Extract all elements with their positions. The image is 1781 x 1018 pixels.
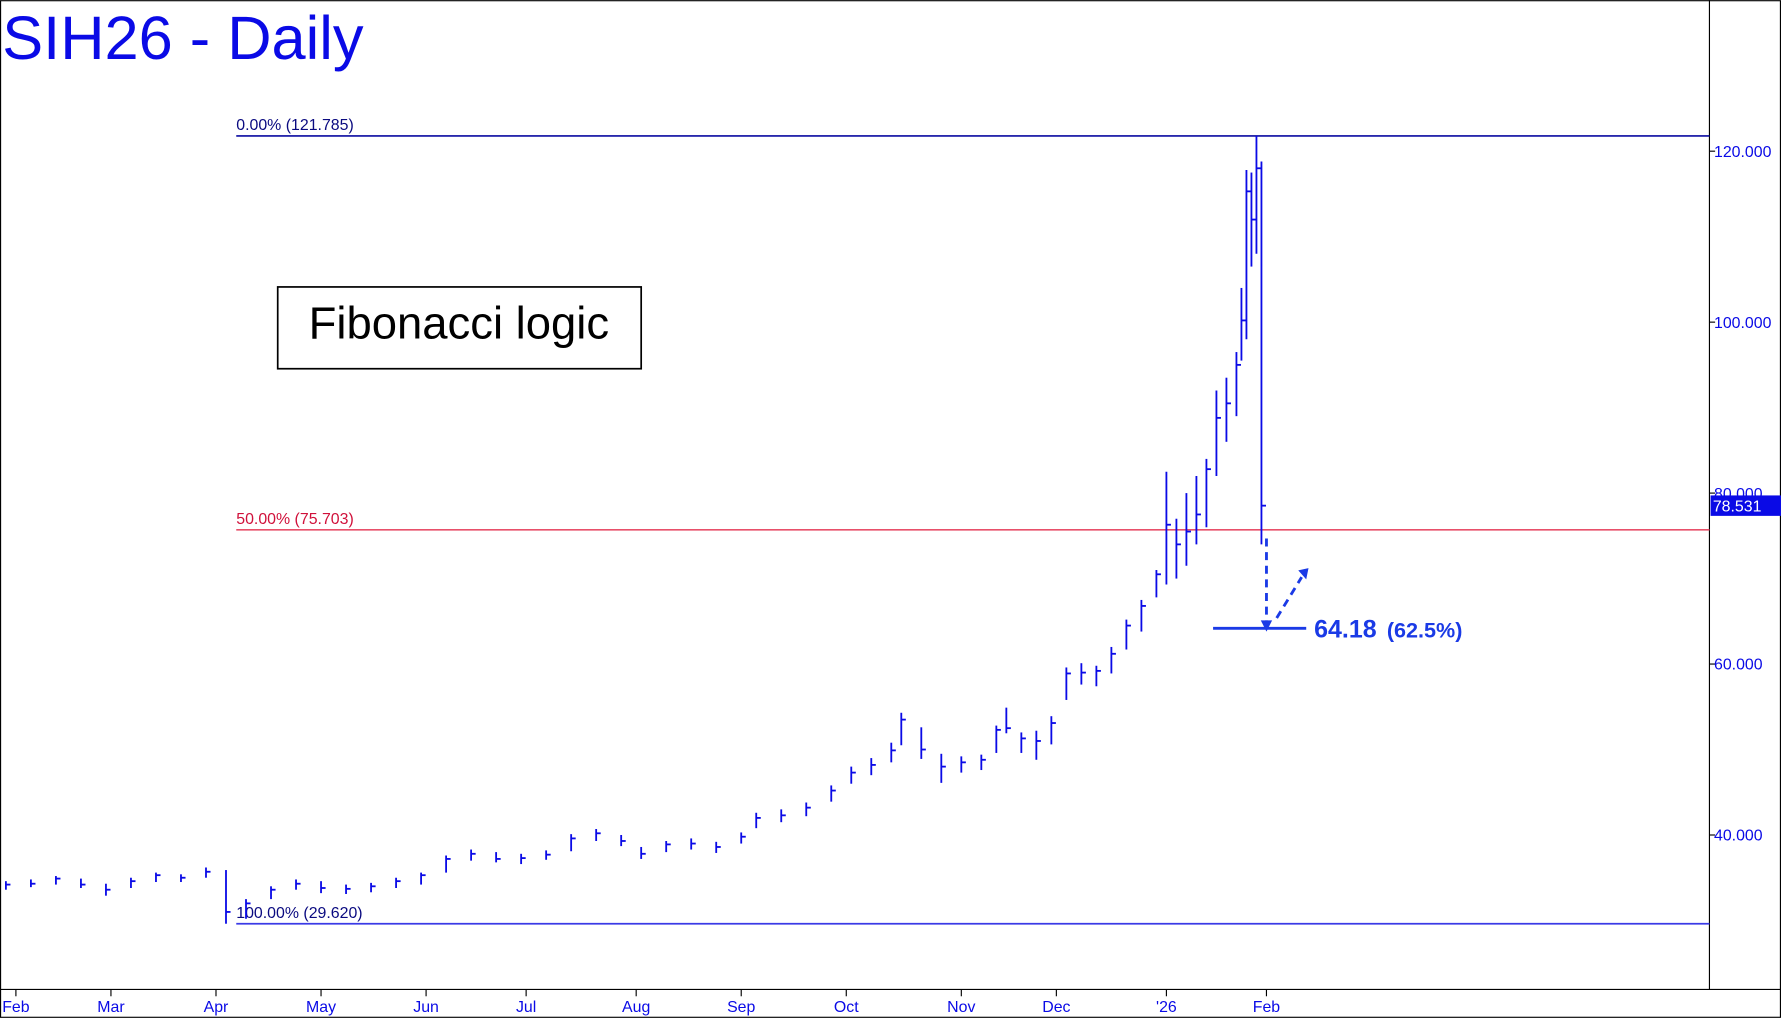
y-tick-label: 60.000	[1714, 657, 1763, 674]
x-tick-label: Nov	[947, 999, 975, 1016]
x-tick-label: Apr	[204, 999, 229, 1016]
last-price-label: 78.531	[1713, 498, 1762, 515]
x-tick-label: Oct	[834, 999, 859, 1016]
note: Fibonacci logic	[309, 298, 609, 349]
note-box	[276, 286, 643, 370]
arrows	[1265, 538, 1303, 623]
arrow-head	[1260, 620, 1273, 632]
y-tick-label: 40.000	[1714, 828, 1763, 845]
x-tick-label: Sep	[727, 999, 755, 1016]
last-price-box	[1710, 495, 1781, 516]
target-value: 64.18	[1314, 615, 1377, 643]
x-tick-label: Jun	[413, 999, 439, 1016]
fib-label: 0.00% (121.785)	[236, 117, 353, 134]
fib-label: 50.00% (75.703)	[236, 511, 353, 528]
x-tick-label: Mar	[97, 999, 125, 1016]
y-tick-label: 120.000	[1714, 144, 1772, 161]
fib-label: 100.00% (29.620)	[236, 905, 362, 922]
y-tick-label: 100.000	[1714, 315, 1772, 332]
x-tick-label: '26	[1156, 999, 1177, 1016]
arrow-head	[1298, 568, 1309, 580]
x-tick-label: Feb	[2, 999, 30, 1016]
x-tick-label: Aug	[622, 999, 650, 1016]
x-tick-label: Dec	[1042, 999, 1070, 1016]
target-pct: (62.5%)	[1387, 617, 1463, 642]
x-tick-label: Feb	[1253, 999, 1281, 1016]
x-tick-label: Jul	[516, 999, 536, 1016]
x-tick-label: May	[306, 999, 336, 1016]
chart-title: SIH26 - Daily	[2, 3, 364, 72]
